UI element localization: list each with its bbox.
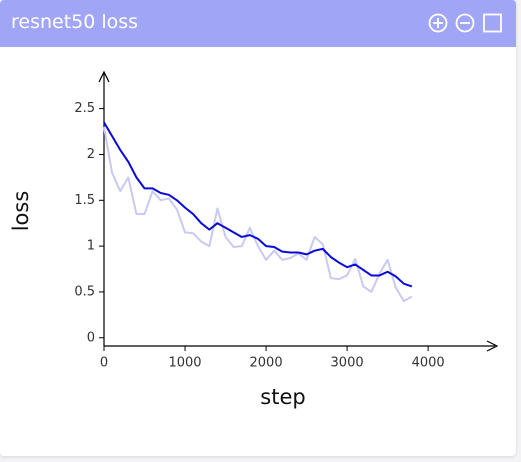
chart: step loss 0 1000 2000 3000 4000 0 0.5 1 1.5 2 2.5: [9, 70, 499, 409]
y-tick-label: 1: [87, 239, 95, 254]
x-tick-label: 4000: [412, 356, 445, 371]
x-tick-label: 2000: [250, 356, 283, 371]
line: [103, 126, 413, 303]
header-icons: [428, 13, 502, 33]
y-axis-arrow: [98, 70, 110, 83]
y-tick-label: 0: [87, 330, 95, 345]
zoom-out-icon[interactable]: [455, 13, 475, 33]
x-axis-label: step: [260, 385, 305, 409]
chart-card: resnet50 loss step loss 0 1000 2000 3000 400…: [0, 0, 516, 456]
maximize-icon[interactable]: [483, 13, 502, 33]
y-axis-label: loss: [9, 191, 33, 232]
y-tick-label: 2.5: [74, 101, 95, 116]
x-tick-label: 1000: [168, 356, 201, 371]
card-header: resnet50 loss: [0, 0, 516, 47]
y-tick-label: 2: [87, 147, 95, 162]
x-tick-label: 3000: [331, 356, 364, 371]
line: [103, 121, 413, 288]
chart-title: resnet50 loss: [11, 11, 139, 33]
y-tick-label: 0.5: [74, 284, 95, 299]
x-axis-arrow: [486, 340, 499, 352]
x-tick-label: 0: [100, 356, 108, 371]
zoom-in-icon[interactable]: [428, 13, 448, 33]
y-tick-label: 1.5: [74, 193, 95, 208]
